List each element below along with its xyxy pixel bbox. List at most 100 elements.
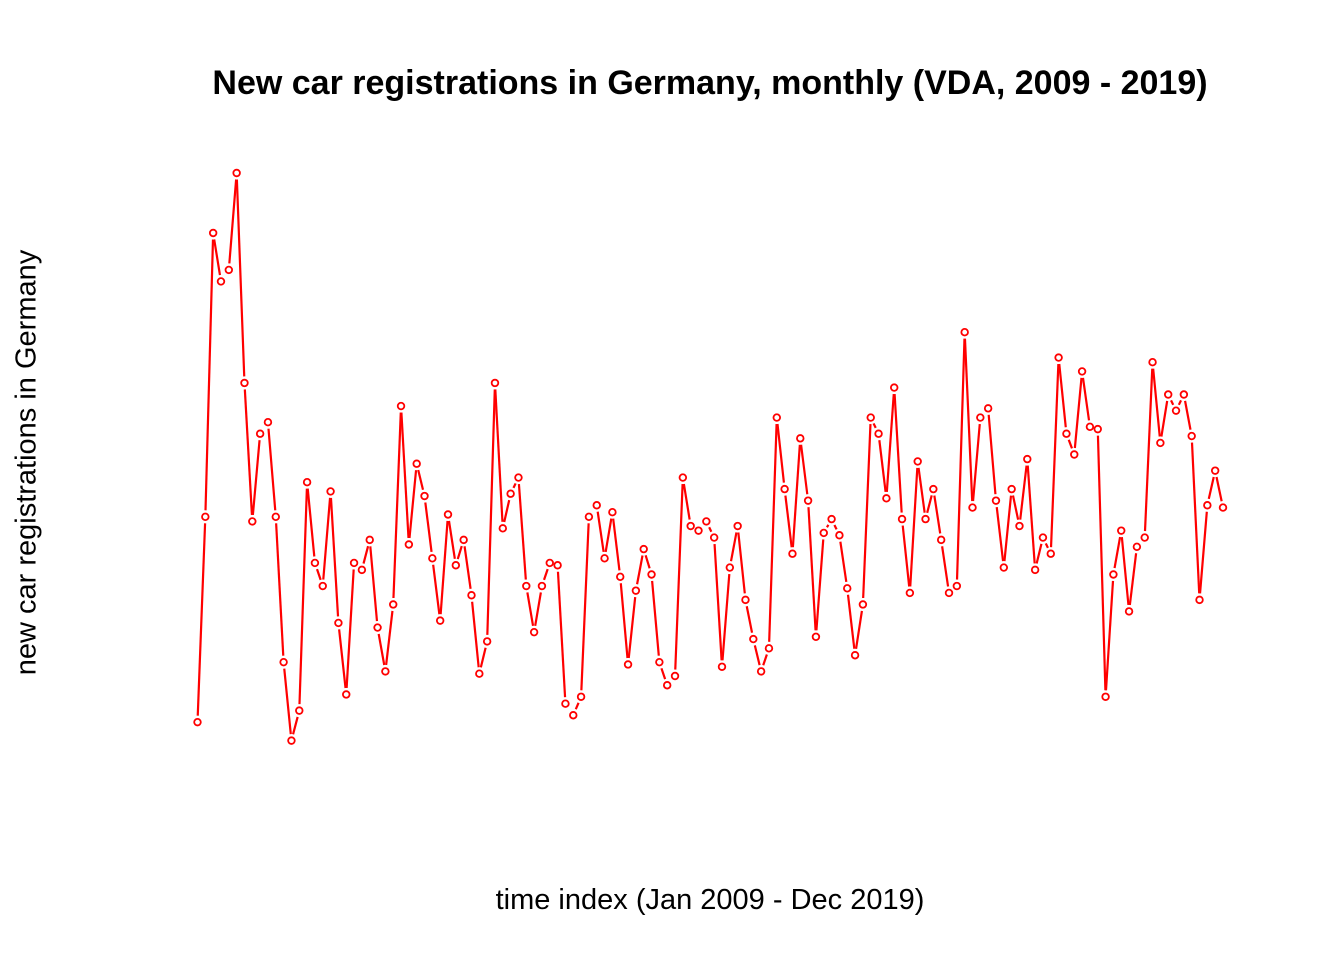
series-line-segment xyxy=(971,423,981,502)
series-line-segment xyxy=(1177,399,1183,406)
data-point-marker xyxy=(412,459,421,468)
data-point-marker xyxy=(623,660,633,669)
data-point-marker xyxy=(960,328,969,337)
data-point-marker xyxy=(1218,503,1228,512)
data-point-marker xyxy=(569,711,578,720)
data-point-marker xyxy=(529,627,539,637)
data-point-marker xyxy=(616,572,625,581)
data-point-marker xyxy=(201,512,210,521)
data-point-marker xyxy=(1077,367,1087,376)
data-point-marker xyxy=(396,401,406,411)
data-point-marker xyxy=(326,487,335,496)
data-point-marker xyxy=(827,514,836,524)
series-line-segment xyxy=(1198,511,1208,594)
data-point-marker xyxy=(248,517,257,526)
data-point-marker xyxy=(670,671,680,681)
series-line-segment xyxy=(901,525,911,587)
data-point-marker xyxy=(357,565,367,575)
data-point-marker xyxy=(318,581,327,591)
series-line-segment xyxy=(556,571,567,698)
data-point-marker xyxy=(1062,429,1071,438)
data-point-marker xyxy=(514,473,523,482)
series-line-segment xyxy=(784,495,793,548)
series-line-segment xyxy=(651,580,660,656)
data-point-marker xyxy=(404,540,414,549)
data-point-marker xyxy=(537,581,547,591)
data-point-marker xyxy=(498,524,507,533)
series-line-segment xyxy=(1152,368,1161,437)
data-point-marker xyxy=(952,581,962,591)
series-line-segment xyxy=(708,526,713,533)
series-line-segment xyxy=(807,507,817,631)
data-point-marker xyxy=(310,558,320,568)
series-line-segment xyxy=(619,583,629,659)
series-line-segment xyxy=(753,645,761,666)
series-line-segment xyxy=(1207,476,1215,500)
series-line-segment xyxy=(486,389,496,635)
data-point-marker xyxy=(263,418,273,427)
series-line-segment xyxy=(995,506,1005,562)
series-line-segment xyxy=(737,532,746,594)
series-line-segment xyxy=(682,483,691,520)
series-line-segment xyxy=(854,610,863,649)
x-axis-label: time index (Jan 2009 - Dec 2019) xyxy=(495,884,925,916)
series-line-segment xyxy=(596,511,605,553)
data-point-marker xyxy=(1124,607,1134,616)
data-point-marker xyxy=(788,549,797,558)
series-line-segment xyxy=(392,412,402,599)
series-line-segment xyxy=(292,716,299,735)
data-point-marker xyxy=(584,512,594,521)
series-line-segment xyxy=(815,539,825,631)
data-point-marker xyxy=(882,494,891,503)
series-line-segment xyxy=(213,239,222,276)
data-point-marker xyxy=(1132,542,1142,551)
series-line-segment xyxy=(963,338,974,502)
series-line-segment xyxy=(627,596,637,659)
data-point-marker xyxy=(208,228,218,238)
series-line-segment xyxy=(933,495,942,534)
series-line-segment xyxy=(636,555,644,585)
series-line xyxy=(196,179,1223,735)
series-line-segment xyxy=(1067,439,1073,449)
data-point-marker xyxy=(921,514,930,524)
data-point-marker xyxy=(1054,353,1063,362)
series-line-segment xyxy=(1019,465,1028,520)
data-point-marker xyxy=(850,651,860,660)
data-point-marker xyxy=(991,496,1001,505)
data-point-marker xyxy=(1117,526,1126,535)
y-axis-label: new car registrations in Germany xyxy=(10,249,43,676)
series-line-segment xyxy=(400,412,410,539)
series-line-segment xyxy=(926,495,933,514)
series-line-segment xyxy=(644,554,651,569)
series-line-segment xyxy=(1011,495,1020,520)
series-line-segment xyxy=(1183,400,1192,430)
series-line-segment xyxy=(987,414,997,495)
chart-title: New car registrations in Germany, monthl… xyxy=(212,64,1208,102)
series-line-segment xyxy=(1190,442,1201,594)
data-point-marker xyxy=(443,510,453,519)
series-line-segment xyxy=(1143,368,1154,532)
series-line-segment xyxy=(604,518,613,553)
series-line-segment xyxy=(1003,495,1013,562)
series-line-segment xyxy=(345,569,355,689)
series-line-segment xyxy=(713,543,723,661)
data-point-marker xyxy=(819,528,828,538)
series-line-segment xyxy=(417,469,425,490)
series-line-segment xyxy=(791,444,801,548)
data-point-marker xyxy=(428,554,437,563)
data-point-marker xyxy=(1171,406,1181,415)
series-line-segment xyxy=(1044,542,1049,549)
series-line-segment xyxy=(674,484,684,670)
data-point-marker xyxy=(553,561,562,570)
series-line-segment xyxy=(799,444,809,495)
data-point-marker xyxy=(467,591,476,600)
series-line-segment xyxy=(1049,364,1060,548)
series-line-segment xyxy=(534,592,542,626)
data-point-marker xyxy=(631,586,641,595)
series-line-segment xyxy=(494,389,504,522)
data-point-marker xyxy=(1046,549,1055,558)
series-line-segment xyxy=(526,592,535,626)
series-line-segment xyxy=(338,629,347,689)
data-point-marker xyxy=(1148,358,1157,367)
series-line-segment xyxy=(424,502,433,553)
